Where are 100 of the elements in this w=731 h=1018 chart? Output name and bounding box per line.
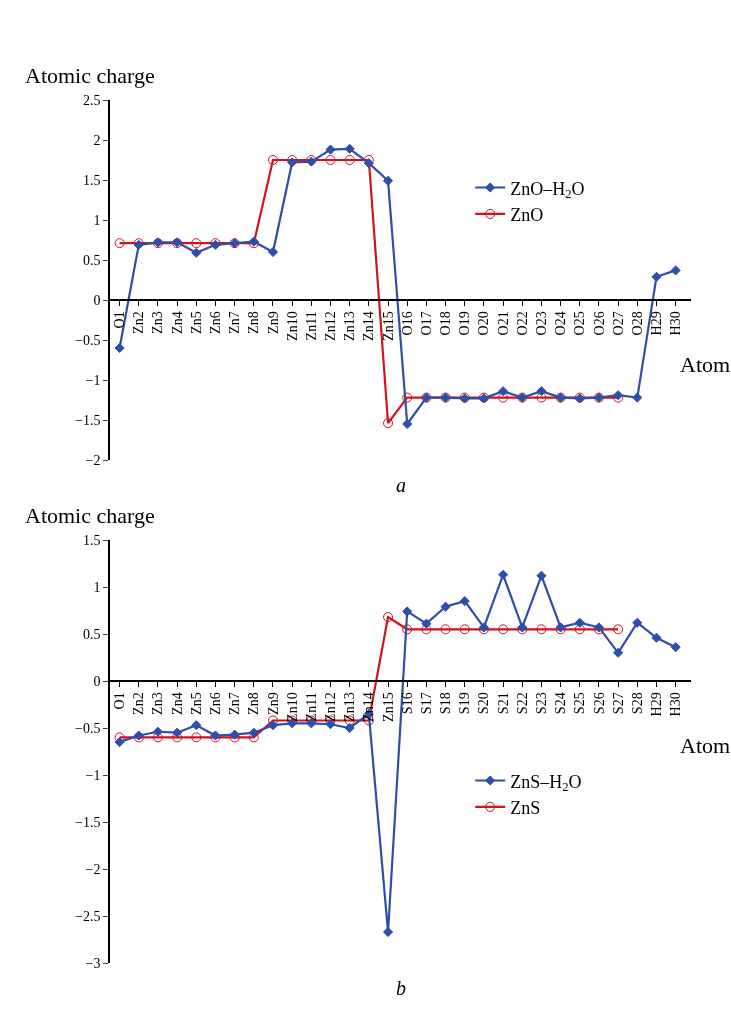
- x-tick-label: O25: [572, 311, 588, 336]
- point: [191, 732, 202, 743]
- x-tick-label: Zn7: [227, 692, 243, 715]
- legend-label: ZnS: [510, 797, 541, 818]
- point: [421, 618, 432, 629]
- y-tick-label: −1.5: [75, 412, 101, 428]
- y-tick-label: −3: [85, 955, 101, 971]
- point: [670, 642, 681, 653]
- point: [632, 617, 643, 628]
- x-tick-label: S22: [514, 692, 530, 715]
- point: [651, 271, 662, 282]
- y-tick-label: 1: [93, 212, 101, 228]
- point: [267, 720, 279, 731]
- point: [498, 386, 509, 397]
- x-tick-label: O19: [457, 311, 473, 336]
- x-tick-label: Zn9: [265, 311, 281, 334]
- x-tick-label: Zn4: [169, 311, 185, 334]
- x-tick-label: O23: [533, 311, 549, 336]
- y-tick-label: −1: [85, 767, 101, 783]
- x-tick-label: O28: [629, 311, 645, 336]
- point: [191, 238, 202, 249]
- y-tick-label: 2: [93, 132, 101, 148]
- point: [498, 624, 509, 635]
- y-tick-label: 1.5: [82, 172, 101, 188]
- point: [536, 624, 547, 635]
- x-tick-label: O1: [112, 692, 128, 710]
- x-tick-label: Zn11: [303, 692, 319, 722]
- x-tick-label: Zn10: [284, 692, 300, 722]
- x-tick-label: Zn14: [361, 311, 377, 341]
- point: [382, 175, 394, 186]
- point: [402, 418, 413, 430]
- y-tick-label: 1.5: [82, 532, 101, 548]
- y-tick-label: 0: [93, 673, 101, 689]
- x-tick-label: Zn14: [361, 692, 377, 722]
- y-axis-title: Atomic charge: [25, 503, 155, 528]
- x-tick-label: S17: [418, 692, 434, 715]
- point: [421, 624, 432, 635]
- x-tick-label: S18: [438, 692, 454, 715]
- point: [440, 624, 451, 635]
- y-tick-label: −2: [85, 452, 101, 468]
- x-tick-label: Zn10: [284, 311, 300, 341]
- x-tick-label: S19: [457, 692, 473, 715]
- x-tick-label: O17: [418, 311, 434, 336]
- point: [613, 647, 624, 658]
- point: [498, 392, 509, 403]
- x-tick-label: Zn13: [342, 311, 358, 341]
- point: [536, 386, 547, 397]
- y-tick-label: −2.5: [75, 908, 101, 924]
- x-tick-label: Zn5: [188, 692, 204, 715]
- x-tick-label: Zn6: [208, 311, 224, 334]
- x-tick-label: O21: [495, 311, 511, 336]
- x-tick-label: S20: [476, 692, 492, 715]
- point: [459, 624, 470, 635]
- x-tick-label: S25: [572, 692, 588, 715]
- point: [536, 392, 547, 403]
- x-tick-label: Zn9: [265, 692, 281, 715]
- point: [152, 732, 163, 743]
- point: [613, 624, 624, 635]
- x-tick-label: Zn12: [323, 692, 339, 722]
- x-tick-label: S16: [399, 692, 415, 715]
- point: [344, 155, 355, 165]
- x-tick-label: S21: [495, 692, 511, 715]
- y-axis-title: Atomic charge: [25, 63, 155, 88]
- x-tick-label: S28: [629, 692, 645, 715]
- point: [191, 247, 202, 258]
- legend-label: ZnO–H$_{2}$O: [510, 178, 585, 202]
- point: [267, 246, 279, 258]
- point: [172, 727, 183, 738]
- point: [344, 143, 355, 154]
- point: [574, 617, 585, 628]
- point: [114, 737, 125, 748]
- y-tick-label: 1: [93, 579, 101, 595]
- x-tick-label: O16: [399, 311, 415, 336]
- x-tick-label: H29: [649, 692, 665, 717]
- x-tick-label: Zn12: [323, 311, 339, 341]
- y-tick-label: −2: [85, 861, 101, 877]
- x-tick-label: H29: [649, 311, 665, 336]
- legend-label: ZnO: [510, 204, 544, 225]
- point: [344, 722, 355, 734]
- y-tick-label: −1.5: [75, 814, 101, 830]
- x-tick-label: Zn5: [188, 311, 204, 334]
- point: [402, 392, 413, 403]
- point: [632, 392, 643, 403]
- point: [267, 155, 278, 165]
- point: [325, 155, 336, 165]
- x-tick-label: Zn11: [303, 311, 319, 341]
- x-tick-label: Zn4: [169, 692, 185, 715]
- point: [114, 238, 125, 249]
- point: [670, 265, 681, 276]
- x-tick-label: Zn8: [246, 692, 262, 715]
- x-tick-label: H30: [668, 311, 684, 336]
- y-tick-label: 0.5: [82, 626, 101, 642]
- x-tick-label: O26: [591, 311, 607, 336]
- point: [383, 612, 394, 623]
- text: b: [396, 977, 406, 999]
- point: [440, 601, 451, 612]
- x-tick-label: O20: [476, 311, 492, 336]
- y-tick-label: 2.5: [82, 92, 101, 108]
- point: [402, 606, 413, 617]
- x-tick-label: Zn8: [246, 311, 262, 334]
